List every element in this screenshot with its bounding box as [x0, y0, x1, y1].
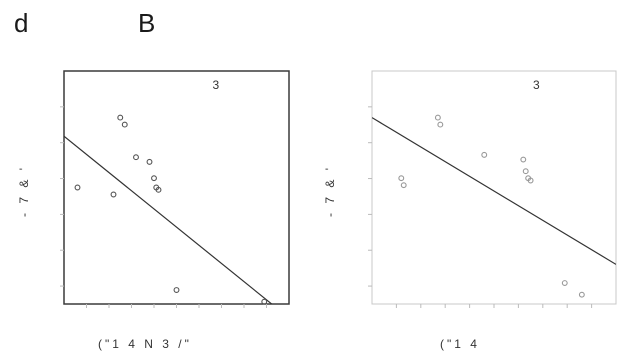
- data-point: [523, 169, 528, 174]
- data-point: [482, 152, 487, 157]
- data-point: [147, 159, 152, 164]
- data-point: [579, 292, 584, 297]
- data-point: [521, 157, 526, 162]
- data-point: [399, 176, 404, 181]
- plot-right: 3: [368, 71, 616, 308]
- data-point: [122, 122, 127, 127]
- data-point: [111, 192, 116, 197]
- regression-line: [372, 118, 616, 265]
- plot-frame: [64, 71, 289, 304]
- y-axis-label-left: - 7 & ': [17, 161, 31, 221]
- data-point: [401, 183, 406, 188]
- plot-left: 3: [60, 71, 289, 318]
- data-point: [134, 155, 139, 160]
- y-axis-label-right: - 7 & ': [323, 161, 337, 221]
- plot-frame: [372, 71, 616, 304]
- data-point: [438, 122, 443, 127]
- data-point: [75, 185, 80, 190]
- data-point: [174, 288, 179, 293]
- data-point: [562, 281, 567, 286]
- data-point: [118, 115, 123, 120]
- data-point: [152, 176, 157, 181]
- x-axis-label-right: ("1 4: [440, 337, 480, 351]
- data-point: [435, 115, 440, 120]
- regression-line: [64, 136, 289, 318]
- x-axis-label-left: ("1 4 N 3 /": [98, 337, 192, 351]
- corner-label: 3: [213, 78, 220, 92]
- corner-label: 3: [533, 78, 540, 92]
